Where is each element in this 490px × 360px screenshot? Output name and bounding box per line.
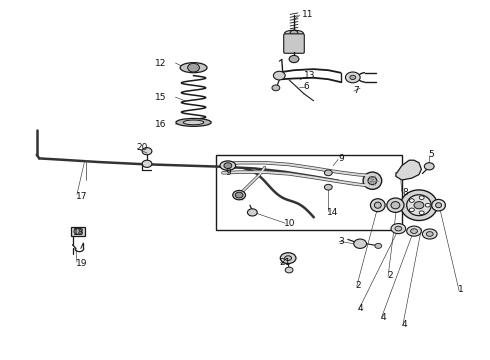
Circle shape (350, 75, 356, 80)
Ellipse shape (176, 118, 211, 126)
Ellipse shape (370, 199, 385, 212)
Text: 17: 17 (76, 192, 87, 201)
Text: 18: 18 (73, 228, 84, 237)
Text: 6: 6 (304, 82, 310, 91)
Text: 16: 16 (155, 120, 167, 129)
Ellipse shape (422, 229, 437, 239)
Circle shape (285, 267, 293, 273)
Circle shape (188, 63, 199, 72)
Circle shape (289, 55, 299, 63)
Circle shape (235, 192, 243, 198)
Ellipse shape (387, 198, 404, 212)
Circle shape (345, 72, 360, 83)
Circle shape (290, 30, 298, 36)
Circle shape (324, 170, 332, 176)
Ellipse shape (220, 161, 236, 170)
Circle shape (273, 71, 285, 80)
Circle shape (375, 243, 382, 248)
Ellipse shape (363, 172, 382, 189)
Text: 12: 12 (155, 59, 167, 68)
Text: 20: 20 (136, 143, 147, 152)
FancyBboxPatch shape (284, 34, 304, 53)
Ellipse shape (395, 226, 402, 231)
Text: 9: 9 (338, 154, 344, 163)
Polygon shape (396, 160, 421, 180)
Ellipse shape (436, 203, 441, 208)
Ellipse shape (432, 199, 445, 211)
Ellipse shape (401, 190, 437, 220)
Circle shape (414, 202, 424, 209)
Text: 3: 3 (338, 237, 344, 246)
Text: 8: 8 (403, 188, 409, 197)
Text: 4: 4 (380, 313, 386, 322)
Ellipse shape (374, 202, 381, 208)
Ellipse shape (280, 253, 296, 264)
Ellipse shape (368, 177, 377, 185)
Text: 19: 19 (76, 259, 87, 268)
Ellipse shape (180, 63, 207, 73)
Circle shape (224, 163, 232, 168)
Circle shape (272, 85, 280, 91)
Bar (71, 227, 85, 236)
Text: 14: 14 (327, 208, 339, 217)
Circle shape (419, 196, 424, 199)
Text: 4: 4 (402, 320, 407, 329)
Text: 2: 2 (356, 281, 361, 289)
Ellipse shape (391, 224, 406, 234)
Circle shape (354, 239, 367, 248)
Text: 1: 1 (458, 285, 464, 294)
Ellipse shape (411, 229, 417, 234)
Text: 5: 5 (429, 150, 435, 159)
Text: 21: 21 (279, 258, 291, 266)
Text: 13: 13 (304, 71, 315, 80)
Ellipse shape (391, 202, 400, 209)
Circle shape (409, 199, 414, 202)
Text: 2: 2 (387, 271, 392, 280)
Text: 9: 9 (225, 168, 231, 177)
Ellipse shape (426, 232, 433, 237)
Text: 7: 7 (353, 86, 359, 95)
Ellipse shape (407, 195, 431, 216)
Text: 10: 10 (284, 220, 295, 229)
Text: 15: 15 (155, 93, 167, 102)
Ellipse shape (233, 190, 245, 200)
Circle shape (409, 208, 414, 212)
Text: 4: 4 (358, 305, 363, 313)
Ellipse shape (183, 120, 204, 125)
Circle shape (324, 184, 332, 190)
Circle shape (425, 203, 430, 207)
Bar (216, 155, 402, 230)
Circle shape (247, 209, 257, 216)
Ellipse shape (285, 256, 292, 261)
Ellipse shape (285, 30, 303, 36)
Circle shape (419, 211, 424, 215)
Circle shape (142, 160, 152, 167)
Ellipse shape (407, 226, 421, 236)
Circle shape (142, 148, 152, 155)
Circle shape (424, 163, 434, 170)
Text: 11: 11 (302, 10, 313, 19)
Circle shape (74, 229, 82, 234)
